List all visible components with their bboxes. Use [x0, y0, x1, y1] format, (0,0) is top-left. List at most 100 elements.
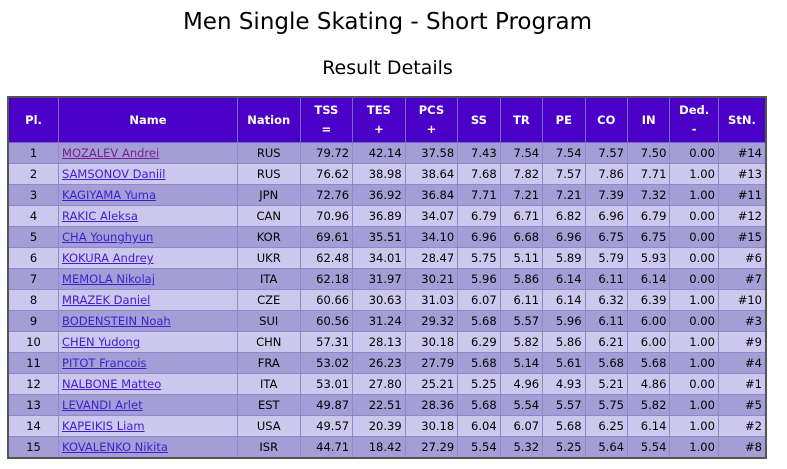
skater-name-link[interactable]: MEMOLA Nikolaj	[62, 272, 155, 286]
tss-cell: 53.01	[299, 373, 354, 395]
ded-cell: 1.00	[669, 184, 719, 206]
ss-cell: 5.96	[457, 268, 501, 290]
ded-cell: 1.00	[669, 289, 719, 311]
pcs-cell: 30.21	[404, 268, 459, 290]
skater-name-link[interactable]: MRAZEK Daniel	[62, 293, 151, 307]
tss-cell: 70.96	[299, 205, 354, 227]
tr-cell: 4.96	[499, 373, 544, 395]
pe-cell: 5.96	[542, 310, 586, 332]
skater-name-link[interactable]: RAKIC Aleksa	[62, 209, 138, 223]
header-stn: StN.	[717, 96, 767, 143]
tes-cell: 18.42	[352, 436, 406, 459]
pe-cell: 5.57	[542, 394, 586, 416]
ded-cell: 0.00	[669, 373, 719, 395]
skater-name-link[interactable]: PITOT Francois	[62, 356, 147, 370]
tes-cell: 20.39	[352, 415, 406, 437]
skater-name-link[interactable]: KAPEIKIS Liam	[62, 419, 145, 433]
in-cell: 6.79	[626, 205, 671, 227]
in-cell: 5.82	[626, 394, 671, 416]
nation-cell: RUS	[236, 142, 301, 164]
table-row: 5 CHA Younghyun KOR 69.61 35.51 34.10 6.96 6.68…	[7, 226, 767, 248]
table-row: 10 CHEN Yudong CHN 57.31 28.13 30.18 6.29 5.82 5…	[7, 331, 767, 353]
in-cell: 5.93	[626, 247, 671, 269]
skater-name-cell: KOKURA Andrey	[58, 247, 238, 269]
ss-cell: 6.79	[457, 205, 501, 227]
ss-cell: 5.75	[457, 247, 501, 269]
tr-cell: 7.54	[499, 142, 544, 164]
tss-cell: 62.48	[299, 247, 354, 269]
header-tes: TES +	[352, 96, 406, 143]
ss-cell: 6.07	[457, 289, 501, 311]
tr-cell: 6.68	[499, 226, 544, 248]
tes-cell: 31.97	[352, 268, 406, 290]
ded-cell: 1.00	[669, 331, 719, 353]
skater-name-cell: BODENSTEIN Noah	[58, 310, 238, 332]
place-cell: 6	[7, 247, 60, 269]
header-pcs-label: PCS	[418, 103, 445, 117]
skater-name-cell: RAKIC Aleksa	[58, 205, 238, 227]
skater-name-link[interactable]: MOZALEV Andrei	[62, 146, 160, 160]
tr-cell: 5.11	[499, 247, 544, 269]
tes-cell: 28.13	[352, 331, 406, 353]
header-in: IN	[626, 96, 671, 143]
ded-cell: 0.00	[669, 268, 719, 290]
tss-cell: 49.57	[299, 415, 354, 437]
pcs-cell: 27.29	[404, 436, 459, 459]
page-subtitle: Result Details	[322, 57, 453, 79]
in-cell: 7.32	[626, 184, 671, 206]
nation-cell: ITA	[236, 373, 301, 395]
skater-name-link[interactable]: KOKURA Andrey	[62, 251, 154, 265]
co-cell: 6.32	[584, 289, 628, 311]
tes-cell: 22.51	[352, 394, 406, 416]
ss-cell: 5.54	[457, 436, 501, 459]
start-number-cell: #7	[717, 268, 767, 290]
table-row: 14 KAPEIKIS Liam USA 49.57 20.39 30.18 6.04 6.0…	[7, 415, 767, 437]
start-number-cell: #11	[717, 184, 767, 206]
in-cell: 6.14	[626, 268, 671, 290]
ded-cell: 1.00	[669, 394, 719, 416]
skater-name-link[interactable]: KOVALENKO Nikita	[62, 440, 168, 454]
nation-cell: USA	[236, 415, 301, 437]
header-tss: TSS =	[299, 96, 354, 143]
skater-name-link[interactable]: BODENSTEIN Noah	[62, 314, 171, 328]
start-number-cell: #12	[717, 205, 767, 227]
table-row: 15 KOVALENKO Nikita ISR 44.71 18.42 27.29 5.54…	[7, 436, 767, 459]
pe-cell: 4.93	[542, 373, 586, 395]
co-cell: 6.11	[584, 310, 628, 332]
pcs-cell: 29.32	[404, 310, 459, 332]
ded-cell: 0.00	[669, 226, 719, 248]
in-cell: 6.39	[626, 289, 671, 311]
ss-cell: 6.29	[457, 331, 501, 353]
tr-cell: 5.14	[499, 352, 544, 374]
tss-cell: 79.72	[299, 142, 354, 164]
skater-name-link[interactable]: KAGIYAMA Yuma	[62, 188, 157, 202]
results-body: 1 MOZALEV Andrei RUS 79.72 42.14 37.58 7.43 7.5…	[7, 142, 767, 459]
start-number-cell: #6	[717, 247, 767, 269]
tss-cell: 44.71	[299, 436, 354, 459]
table-row: 9 BODENSTEIN Noah SUI 60.56 31.24 29.32 5.68 5.…	[7, 310, 767, 332]
skater-name-link[interactable]: CHA Younghyun	[62, 230, 154, 244]
co-cell: 5.21	[584, 373, 628, 395]
co-cell: 6.21	[584, 331, 628, 353]
skater-name-cell: MEMOLA Nikolaj	[58, 268, 238, 290]
skater-name-link[interactable]: NALBONE Matteo	[62, 377, 162, 391]
header-tes-symbol: +	[374, 122, 384, 136]
pe-cell: 7.54	[542, 142, 586, 164]
ss-cell: 5.25	[457, 373, 501, 395]
skater-name-link[interactable]: LEVANDI Arlet	[62, 398, 143, 412]
table-row: 8 MRAZEK Daniel CZE 60.66 30.63 31.03 6.07 6.11…	[7, 289, 767, 311]
skater-name-cell: NALBONE Matteo	[58, 373, 238, 395]
table-row: 4 RAKIC Aleksa CAN 70.96 36.89 34.07 6.79 6.71 6…	[7, 205, 767, 227]
co-cell: 7.86	[584, 163, 628, 185]
results-table: Pl. Name Nation TSS = TES + PCS + SS TR PE …	[7, 96, 767, 459]
nation-cell: EST	[236, 394, 301, 416]
skater-name-link[interactable]: SAMSONOV Daniil	[62, 167, 166, 181]
skater-name-link[interactable]: CHEN Yudong	[62, 335, 141, 349]
pcs-cell: 28.47	[404, 247, 459, 269]
header-nation: Nation	[236, 96, 301, 143]
start-number-cell: #9	[717, 331, 767, 353]
table-row: 1 MOZALEV Andrei RUS 79.72 42.14 37.58 7.43 7.5…	[7, 142, 767, 164]
tss-cell: 76.62	[299, 163, 354, 185]
header-ded-symbol: -	[691, 122, 697, 136]
header-ss: SS	[457, 96, 501, 143]
